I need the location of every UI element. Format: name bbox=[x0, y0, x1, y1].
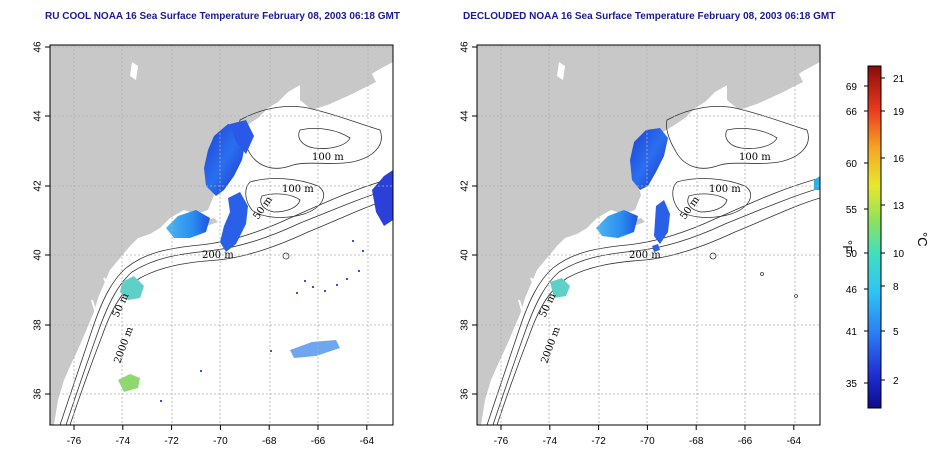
x-tick-label: -74 bbox=[543, 436, 558, 447]
y-tick-label: 36 bbox=[33, 388, 44, 400]
x-tick-label: -64 bbox=[787, 436, 802, 447]
x-tick-label: -64 bbox=[360, 436, 375, 447]
delaware-bay bbox=[103, 277, 117, 297]
y-tick-label: 44 bbox=[460, 110, 471, 122]
sst-patch-southwest bbox=[118, 374, 140, 392]
fahrenheit-ticks: 69 66 60 55 50 46 41 35 bbox=[846, 82, 868, 390]
sst-patch-east-edge bbox=[372, 170, 393, 226]
y-tick-label: 46 bbox=[33, 41, 44, 53]
sst-patch-southern-ne bbox=[596, 210, 638, 238]
sst-patch-gulf-of-maine bbox=[630, 128, 668, 190]
celsius-tick-label: 2 bbox=[893, 376, 899, 387]
x-tick-label: -68 bbox=[262, 436, 277, 447]
contour-label: 100 m bbox=[282, 184, 314, 195]
nova-scotia-land bbox=[300, 66, 376, 110]
sst-patch-georges bbox=[654, 200, 670, 244]
sst-patch-offshore bbox=[290, 340, 340, 358]
fahrenheit-tick-label: 69 bbox=[846, 82, 858, 93]
sst-cloud-speckles bbox=[160, 240, 364, 402]
fahrenheit-tick-label: 35 bbox=[846, 379, 858, 390]
lake bbox=[557, 62, 565, 80]
right-map-panel: 100 m 100 m 50 m 200 m 50 m 2000 m -76 -7… bbox=[460, 41, 821, 447]
celsius-unit-label: °C bbox=[915, 232, 930, 247]
celsius-tick-label: 10 bbox=[893, 249, 905, 260]
colorbar-gradient bbox=[867, 65, 882, 409]
left-panel-title: RU COOL NOAA 16 Sea Surface Temperature … bbox=[45, 11, 400, 22]
lat-lon-grid bbox=[477, 45, 820, 425]
fahrenheit-tick-label: 55 bbox=[846, 205, 858, 216]
nova-scotia-land bbox=[727, 66, 803, 110]
celsius-tick-label: 21 bbox=[893, 74, 905, 85]
celsius-ticks: 21 19 16 13 10 8 5 2 bbox=[881, 74, 905, 387]
map-frame bbox=[476, 44, 821, 426]
celsius-tick-label: 19 bbox=[893, 107, 905, 118]
lake bbox=[130, 62, 138, 80]
celsius-tick-label: 13 bbox=[893, 201, 905, 212]
x-tick-label: -72 bbox=[164, 436, 179, 447]
x-tick-label: -70 bbox=[640, 436, 655, 447]
x-tick-label: -76 bbox=[494, 436, 509, 447]
celsius-tick-label: 8 bbox=[893, 282, 899, 293]
lat-lon-grid bbox=[50, 45, 393, 425]
y-tick-label: 40 bbox=[460, 249, 471, 261]
y-tick-label: 38 bbox=[33, 319, 44, 331]
celsius-tick-label: 16 bbox=[893, 154, 905, 165]
celsius-tick-label: 5 bbox=[893, 327, 899, 338]
land-mass bbox=[50, 45, 393, 425]
axis-ticks: -76 -74 -72 -70 -68 -66 -64 36 38 40 42 44 46 bbox=[460, 41, 802, 447]
y-tick-label: 42 bbox=[460, 180, 471, 192]
y-tick-label: 46 bbox=[460, 41, 471, 53]
x-tick-label: -76 bbox=[67, 436, 82, 447]
map-frame bbox=[49, 44, 394, 426]
fahrenheit-tick-label: 46 bbox=[846, 285, 858, 296]
right-panel-title: DECLOUDED NOAA 16 Sea Surface Temperatur… bbox=[463, 11, 836, 22]
sst-patch-nj bbox=[550, 278, 570, 298]
x-tick-label: -66 bbox=[311, 436, 326, 447]
delaware-bay bbox=[530, 277, 544, 297]
y-tick-label: 38 bbox=[460, 319, 471, 331]
x-tick-label: -70 bbox=[213, 436, 228, 447]
fahrenheit-tick-label: 60 bbox=[846, 159, 858, 170]
chesapeake-bay bbox=[518, 299, 529, 377]
contour-label: 200 m bbox=[202, 250, 234, 261]
y-tick-label: 36 bbox=[460, 388, 471, 400]
fahrenheit-unit-label: °F bbox=[840, 240, 855, 253]
sst-patch-maine-inner bbox=[230, 120, 254, 154]
y-tick-label: 44 bbox=[33, 110, 44, 122]
y-tick-label: 42 bbox=[33, 180, 44, 192]
sst-patch-georges bbox=[220, 192, 248, 252]
land-mass bbox=[477, 45, 820, 425]
contour-label: 100 m bbox=[709, 184, 741, 195]
chesapeake-bay bbox=[91, 299, 102, 377]
contour-label: 100 m bbox=[312, 152, 344, 163]
contour-label: 200 m bbox=[629, 250, 661, 261]
fahrenheit-tick-label: 50 bbox=[846, 249, 858, 260]
bathymetry-contours bbox=[59, 105, 393, 425]
axis-ticks: -76 -74 -72 -70 -68 -66 -64 36 38 40 42 44 46 bbox=[33, 41, 375, 447]
contour-label: 100 m bbox=[739, 152, 771, 163]
sst-patch-small bbox=[652, 244, 660, 252]
sst-patch-gulf-of-maine bbox=[204, 124, 246, 196]
x-tick-label: -68 bbox=[689, 436, 704, 447]
sst-patch-nj bbox=[120, 276, 144, 300]
sst-patch-southern-ne bbox=[166, 210, 210, 238]
fahrenheit-tick-label: 66 bbox=[846, 107, 858, 118]
y-tick-label: 40 bbox=[33, 249, 44, 261]
fahrenheit-tick-label: 41 bbox=[846, 327, 858, 338]
x-tick-label: -72 bbox=[591, 436, 606, 447]
left-map-panel: 100 m 100 m 50 m 200 m 50 m 2000 m -76 -7… bbox=[33, 41, 394, 447]
x-tick-label: -66 bbox=[738, 436, 753, 447]
temperature-colorbar: 69 66 60 55 50 46 41 35 21 19 16 13 10 8 5 2 °F °C bbox=[840, 65, 930, 409]
x-tick-label: -74 bbox=[116, 436, 131, 447]
sst-patch-east-edge bbox=[814, 176, 820, 190]
bathymetry-contours bbox=[486, 105, 820, 425]
